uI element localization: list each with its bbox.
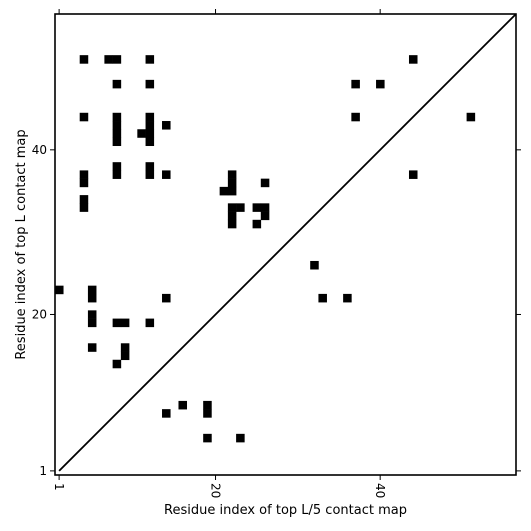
contact-cell — [145, 137, 155, 147]
contact-cell — [145, 55, 155, 64]
contact-cell — [112, 162, 122, 171]
contact-cell — [79, 55, 89, 64]
contact-cell — [79, 170, 89, 179]
contact-cell — [252, 203, 262, 212]
contact-cell — [87, 285, 97, 295]
y-tick-label: 40 — [32, 143, 47, 157]
x-tick-label: 1 — [52, 483, 66, 491]
contact-cell — [112, 79, 122, 89]
contact-cell — [120, 343, 130, 352]
contact-cell — [112, 129, 122, 138]
contact-cell — [260, 211, 270, 221]
y-tick-label: 1 — [39, 464, 47, 478]
contact-cell — [408, 170, 418, 179]
contact-cell — [343, 293, 352, 303]
contact-cell — [162, 293, 171, 303]
contact-cell — [145, 162, 155, 171]
contact-cell — [120, 318, 130, 328]
contact-cell — [145, 318, 155, 328]
contact-cell — [79, 112, 89, 122]
contact-cell — [112, 121, 122, 130]
contact-cell — [203, 433, 212, 443]
x-tick-label: 20 — [209, 483, 223, 498]
contact-cell — [87, 343, 97, 352]
contact-cell — [236, 433, 245, 443]
contact-cell — [87, 318, 97, 328]
x-tick-label: 40 — [373, 483, 387, 498]
contact-cell — [79, 195, 89, 204]
contact-cell — [408, 55, 418, 64]
contact-cell — [162, 121, 171, 130]
contact-cell — [236, 203, 245, 212]
axis-ticks: 1 20 40 1 20 40 — [32, 9, 521, 498]
contact-cells — [55, 55, 476, 443]
contact-cell — [79, 178, 89, 188]
contact-cell — [227, 211, 237, 221]
contact-cell — [145, 79, 155, 89]
contact-cell — [162, 409, 171, 418]
contact-cell — [145, 121, 155, 130]
contact-cell — [310, 260, 319, 270]
contact-cell — [145, 170, 155, 179]
contact-cell — [227, 170, 237, 179]
y-tick-label: 20 — [32, 307, 47, 321]
contact-cell — [351, 112, 360, 122]
contact-cell — [137, 129, 146, 138]
contact-cell — [79, 203, 89, 212]
contact-cell — [120, 351, 130, 361]
contact-cell — [219, 186, 229, 196]
contact-cell — [162, 170, 171, 179]
x-axis-label: Residue index of top L/5 contact map — [164, 503, 407, 518]
contact-cell — [178, 400, 188, 410]
contact-cell — [112, 137, 122, 147]
contact-cell — [252, 219, 262, 229]
contact-cell — [203, 409, 212, 418]
diagonal-line-group — [58, 13, 517, 472]
contact-cell — [112, 55, 122, 64]
diagonal-line — [58, 13, 517, 472]
contact-cell — [227, 203, 237, 212]
contact-cell — [260, 178, 270, 188]
contact-cell — [227, 219, 237, 229]
contact-cell — [376, 79, 385, 89]
contact-cell — [351, 79, 360, 89]
contact-cell — [466, 112, 476, 122]
contact-cell — [87, 293, 97, 303]
contact-cell — [55, 285, 64, 295]
contact-cell — [227, 178, 237, 188]
contact-cell — [318, 293, 327, 303]
y-axis-label: Residue index of top L contact map — [14, 129, 29, 359]
contact-cell — [145, 112, 155, 122]
contact-cell — [260, 203, 270, 212]
contact-cell — [112, 318, 122, 328]
contact-cell — [145, 129, 155, 138]
contact-cell — [203, 400, 212, 410]
contact-cell — [112, 170, 122, 179]
plot-frame — [54, 13, 517, 476]
contact-cell — [227, 186, 237, 196]
contact-cell — [112, 359, 122, 369]
contact-cell — [112, 112, 122, 122]
contact-cell — [87, 310, 97, 319]
contact-cell — [104, 55, 113, 64]
